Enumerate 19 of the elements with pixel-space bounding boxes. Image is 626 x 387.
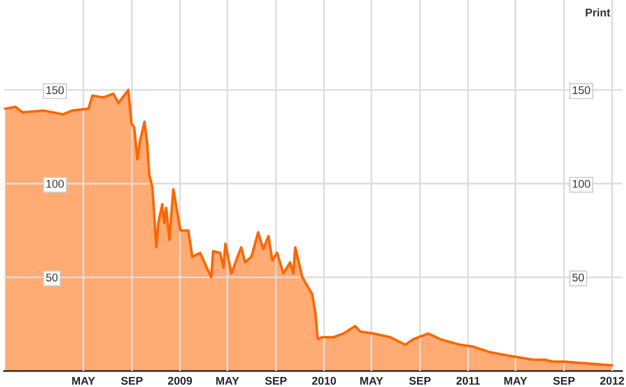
x-tick-label: MAY	[216, 376, 240, 385]
x-tick-label: 2010	[312, 376, 336, 385]
x-tick-label: 2012	[600, 376, 624, 385]
x-tick-label: SEP	[121, 376, 143, 385]
x-tick-label: MAY	[504, 376, 528, 385]
y-tick-label: 50	[46, 274, 58, 282]
x-tick-label: MAY	[72, 376, 95, 385]
x-tick-label: 2011	[456, 376, 480, 385]
x-tick-label: SEP	[265, 376, 287, 385]
y2-tick-label: 100	[572, 180, 590, 188]
x-tick-label: SEP	[553, 376, 575, 385]
y-tick-label: 100	[46, 180, 64, 188]
x-tick-label: SEP	[409, 376, 431, 385]
y2-tick-label: 50	[572, 274, 584, 282]
y-tick-label: 150	[46, 86, 64, 94]
annotation: Print	[586, 8, 610, 17]
x-tick-label: MAY	[360, 376, 384, 385]
y2-tick-label: 150	[572, 86, 590, 94]
x-tick-label: 2009	[168, 376, 192, 385]
